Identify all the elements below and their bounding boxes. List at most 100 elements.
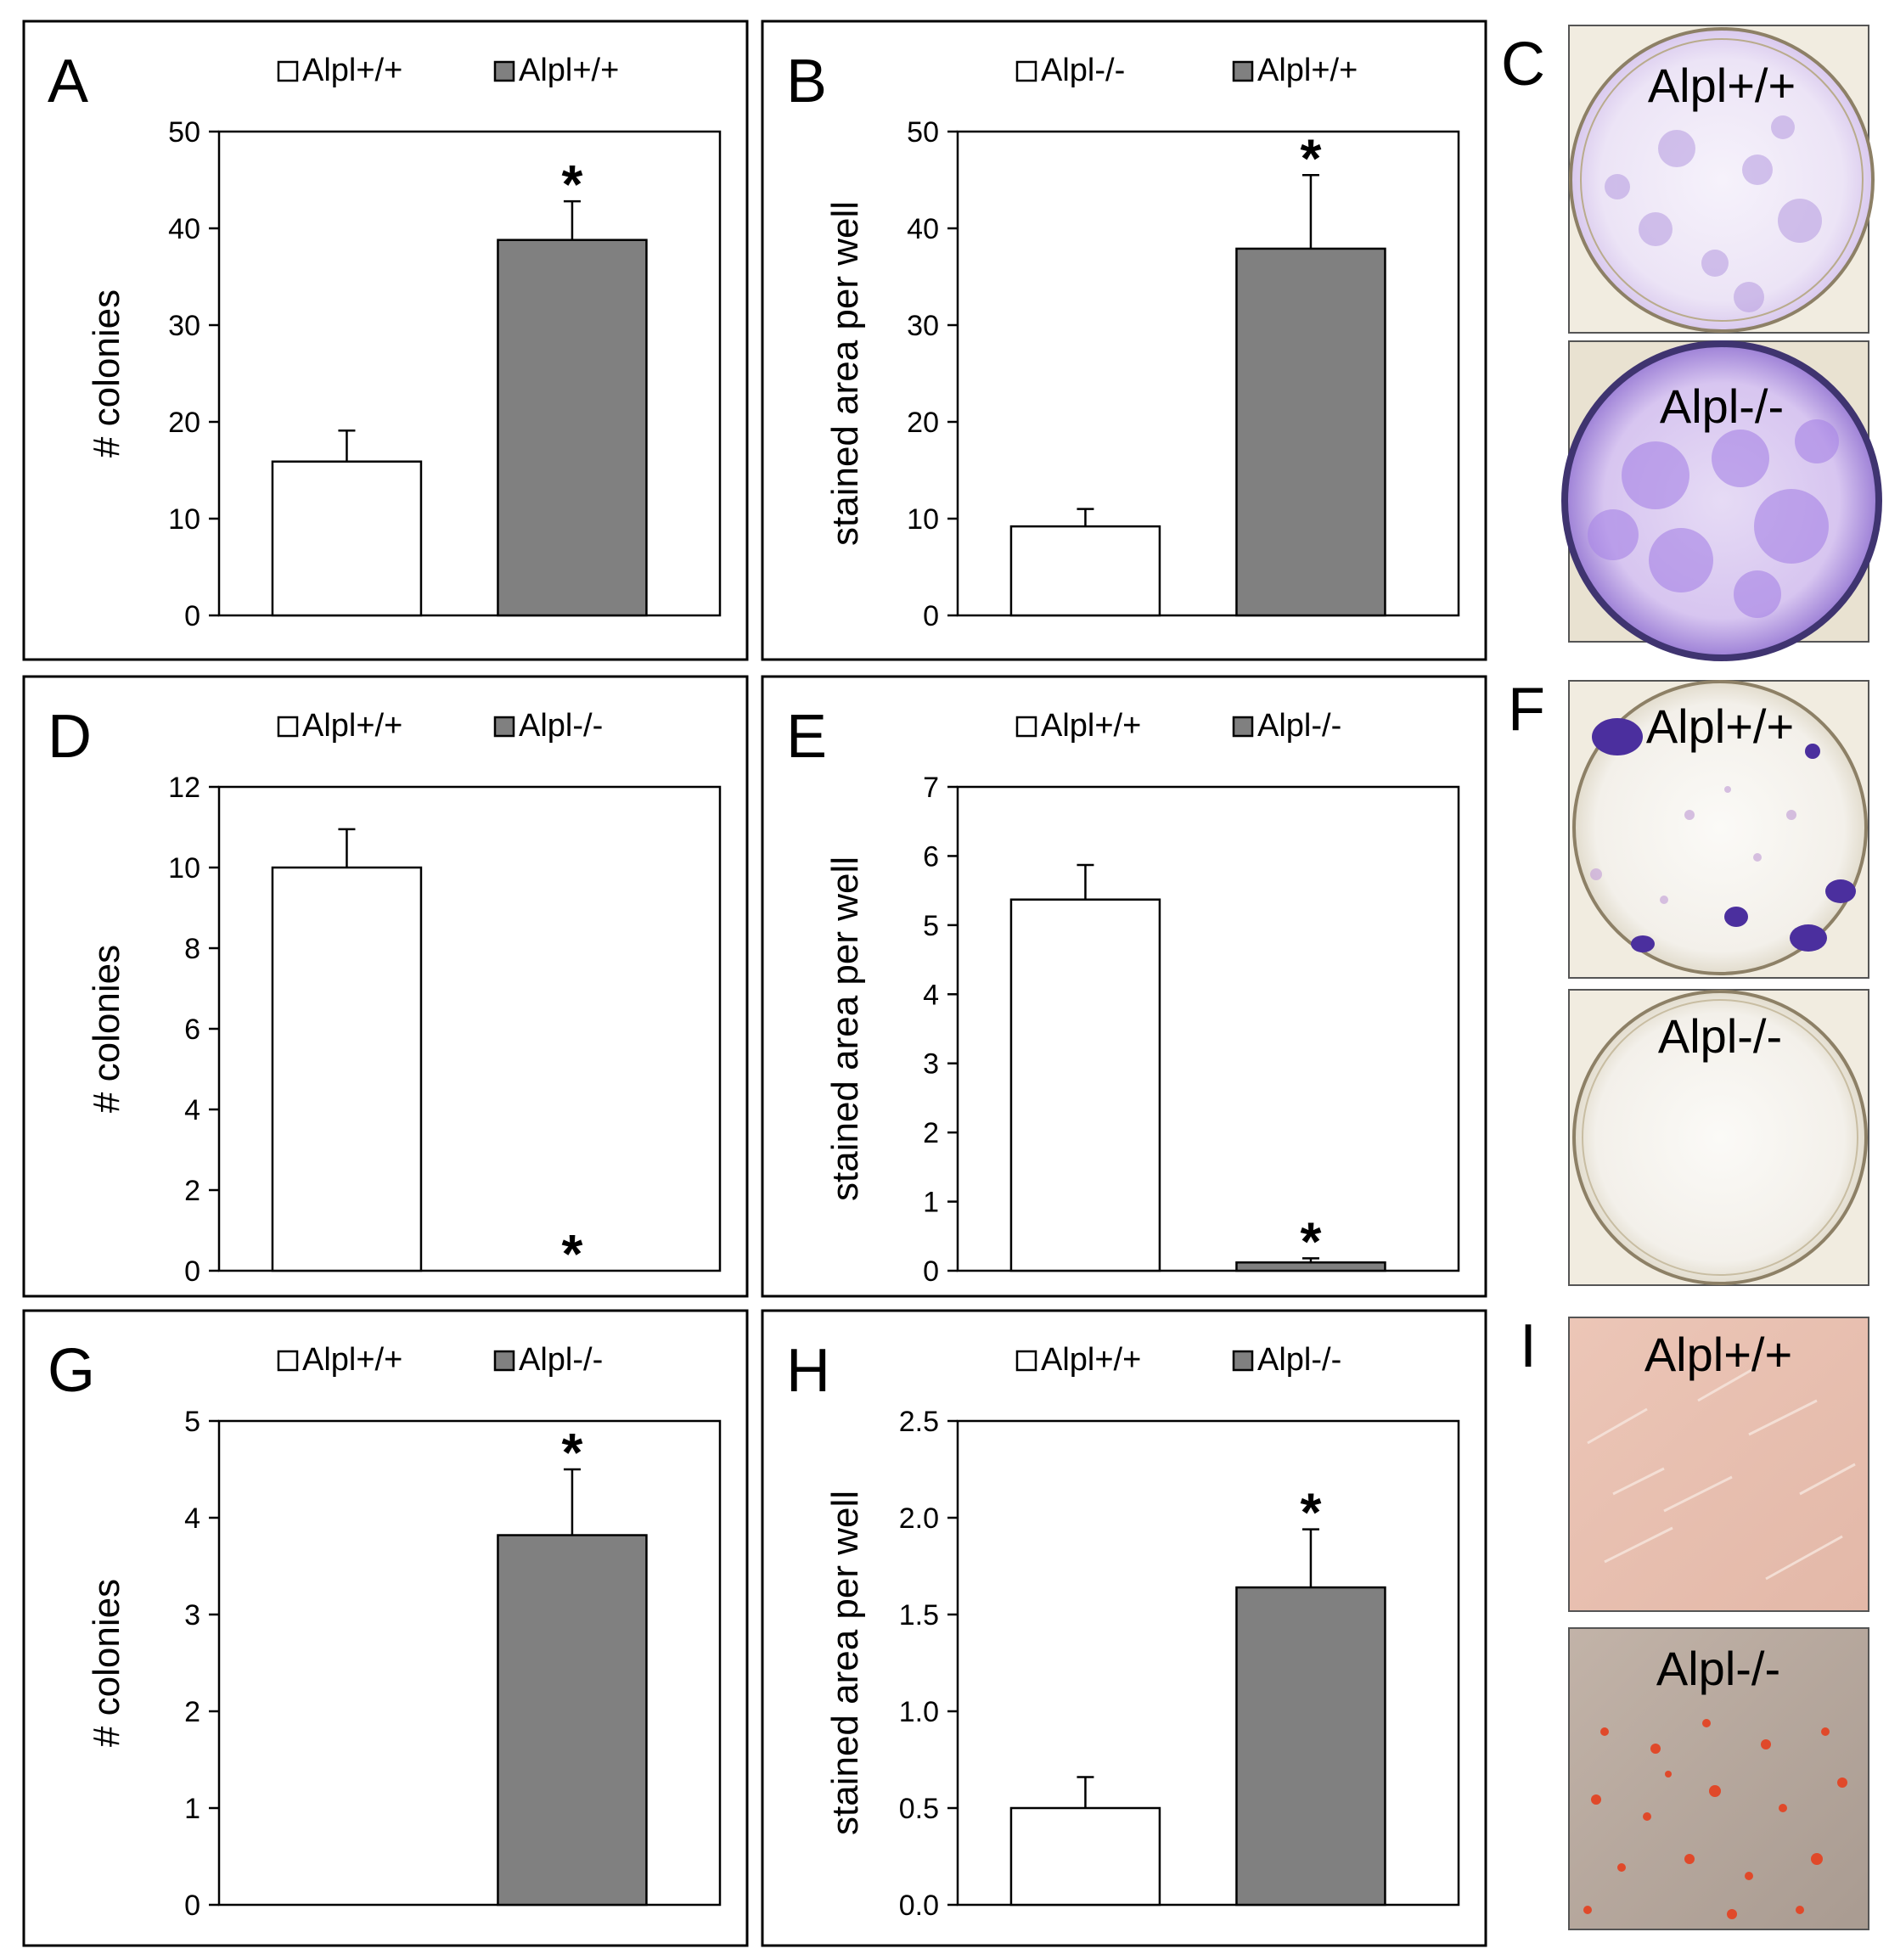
chart-panel-h: H Alpl+/+ Alpl-/- 0.0 0.5 1.0 1.5 2.0 2.5 stained… xyxy=(761,1309,1487,1947)
y-tick-label: 0 xyxy=(184,600,200,632)
chart-panel-b: B Alpl-/- Alpl+/+ 0 10 20 30 40 50 stained area p… xyxy=(761,20,1487,661)
panel-letter: I xyxy=(1520,1312,1537,1380)
significance-marker: * xyxy=(1300,1210,1321,1272)
plate-label: Alpl-/- xyxy=(1660,379,1784,433)
plate-label: Alpl-/- xyxy=(1658,1009,1782,1063)
y-axis-label: stained area per well xyxy=(824,1491,866,1835)
legend-swatch xyxy=(1232,716,1254,738)
y-tick-label: 12 xyxy=(168,772,200,804)
legend-swatch xyxy=(1232,60,1254,82)
y-axis-label: # colonies xyxy=(86,945,127,1113)
y-tick-label: 1 xyxy=(923,1187,939,1219)
legend-label: Alpl+/+ xyxy=(302,708,402,744)
micrograph-bottom: Alpl-/- xyxy=(1568,1627,1869,1930)
legend-label: Alpl+/+ xyxy=(519,53,619,88)
y-tick-label: 3 xyxy=(923,1048,939,1081)
panel-letter: B xyxy=(786,48,827,115)
bar xyxy=(1235,1586,1386,1907)
y-tick-label: 10 xyxy=(168,503,200,536)
panel-letter: D xyxy=(48,703,92,771)
bar xyxy=(1009,898,1161,1272)
y-tick-label: 1.5 xyxy=(899,1599,939,1631)
legend-label: Alpl-/- xyxy=(1041,53,1125,88)
chart-panel-a: A Alpl+/+ Alpl+/+ 0 10 20 30 40 50 # colonies * xyxy=(22,20,749,661)
y-tick-label: 5 xyxy=(184,1406,200,1438)
y-axis-label: stained area per well xyxy=(824,201,866,546)
legend-label: Alpl+/+ xyxy=(1041,708,1141,744)
y-axis-label: # colonies xyxy=(86,289,127,458)
y-tick-label: 20 xyxy=(168,407,200,439)
y-tick-label: 7 xyxy=(923,772,939,804)
panel-letter: H xyxy=(786,1337,830,1405)
legend-swatch xyxy=(493,1350,515,1372)
y-tick-label: 0 xyxy=(184,1255,200,1288)
y-tick-label: 2.5 xyxy=(899,1406,939,1438)
legend-swatch xyxy=(493,60,515,82)
panel-letter: E xyxy=(786,703,827,771)
plate-photo-bottom: Alpl-/- xyxy=(1561,340,1882,661)
legend-label: Alpl+/+ xyxy=(302,53,402,88)
legend-swatch xyxy=(1015,1350,1037,1372)
bar xyxy=(271,866,423,1272)
bar xyxy=(497,1534,648,1907)
photo-panel-i: I Alpl+/+ Alpl-/- xyxy=(1520,1312,1869,1930)
panel-letter: C xyxy=(1501,31,1545,98)
plot-area xyxy=(217,1419,722,1907)
y-tick-label: 4 xyxy=(184,1094,200,1126)
significance-marker: * xyxy=(561,154,582,215)
y-tick-label: 2 xyxy=(184,1175,200,1207)
photo-panel-c: C Alpl+/+ Alpl-/- xyxy=(1501,25,1882,661)
micrograph-label: Alpl+/+ xyxy=(1644,1328,1792,1381)
y-tick-label: 4 xyxy=(923,979,939,1011)
y-tick-label: 2 xyxy=(184,1696,200,1728)
y-tick-label: 40 xyxy=(168,213,200,245)
plate-label: Alpl+/+ xyxy=(1646,699,1794,753)
y-tick-label: 30 xyxy=(907,310,939,342)
panel-letter: F xyxy=(1508,676,1545,744)
plot-area xyxy=(956,130,1460,617)
y-tick-label: 30 xyxy=(168,310,200,342)
plot-area xyxy=(956,785,1460,1272)
legend-label: Alpl+/+ xyxy=(302,1342,402,1378)
legend-swatch xyxy=(1015,60,1037,82)
y-tick-label: 10 xyxy=(168,852,200,885)
y-tick-label: 50 xyxy=(907,116,939,149)
y-tick-label: 0 xyxy=(184,1890,200,1922)
legend-label: Alpl+/+ xyxy=(1041,1342,1141,1378)
y-tick-label: 20 xyxy=(907,407,939,439)
micrograph-label: Alpl-/- xyxy=(1656,1642,1780,1695)
y-axis-label: stained area per well xyxy=(824,856,866,1201)
y-tick-label: 4 xyxy=(184,1502,200,1535)
y-tick-label: 1 xyxy=(184,1793,200,1825)
plate-photo-top: Alpl+/+ xyxy=(1568,680,1869,979)
significance-marker: * xyxy=(561,1422,582,1483)
photo-panel-f: F Alpl+/+ Alpl-/- xyxy=(1508,676,1869,1286)
bar xyxy=(1009,525,1161,617)
significance-marker: * xyxy=(561,1223,582,1284)
significance-marker: * xyxy=(1300,1482,1321,1543)
plot-area xyxy=(217,130,722,617)
y-tick-label: 5 xyxy=(923,910,939,942)
legend-swatch xyxy=(1015,716,1037,738)
panel-letter: A xyxy=(48,48,88,115)
y-tick-label: 2 xyxy=(923,1117,939,1149)
y-tick-label: 0.5 xyxy=(899,1793,939,1825)
chart-panel-e: E Alpl+/+ Alpl-/- 0 1 2 3 4 5 6 7 stained area per … xyxy=(761,675,1487,1298)
y-tick-label: 6 xyxy=(923,840,939,873)
chart-panel-g: G Alpl+/+ Alpl-/- 0 1 2 3 4 5 # colonies * xyxy=(22,1309,749,1947)
plot-area xyxy=(956,1419,1460,1907)
plate-label: Alpl+/+ xyxy=(1648,59,1796,112)
y-tick-label: 0.0 xyxy=(899,1890,939,1922)
legend-label: Alpl-/- xyxy=(1257,708,1341,744)
plate-photo-bottom: Alpl-/- xyxy=(1568,989,1869,1286)
legend-swatch xyxy=(493,716,515,738)
legend-swatch xyxy=(277,1350,299,1372)
bar xyxy=(1009,1806,1161,1907)
y-tick-label: 0 xyxy=(923,600,939,632)
legend-label: Alpl-/- xyxy=(519,1342,603,1378)
bar xyxy=(1235,247,1386,617)
significance-marker: * xyxy=(1300,127,1321,188)
legend-swatch xyxy=(1232,1350,1254,1372)
y-tick-label: 10 xyxy=(907,503,939,536)
